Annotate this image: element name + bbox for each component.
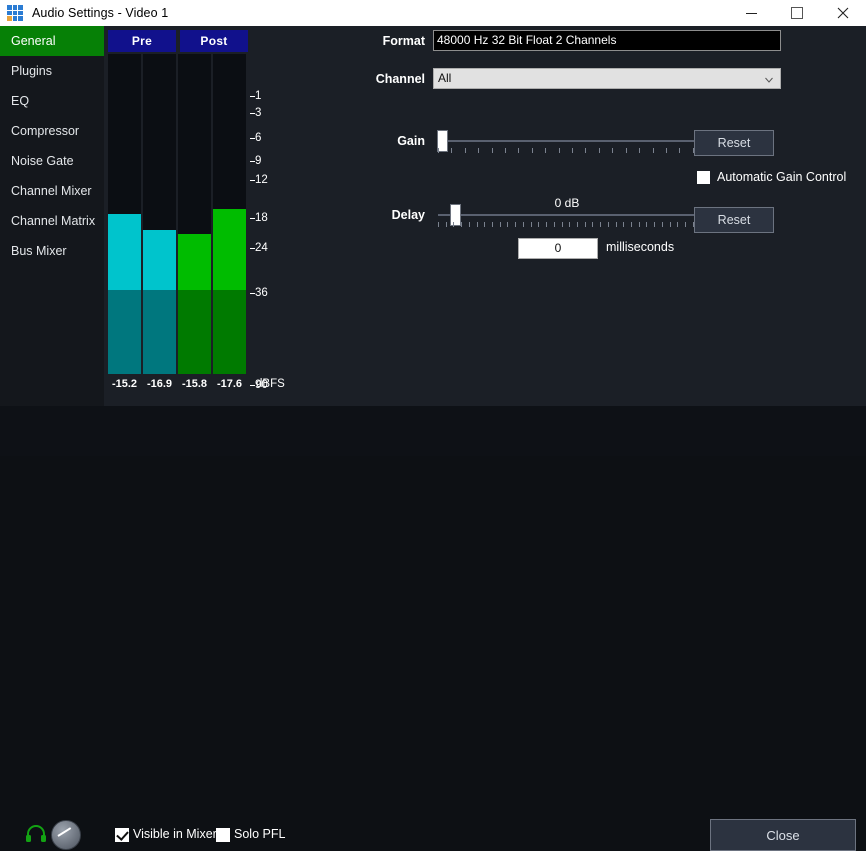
level-meter-panel: Pre Post 1 3 6 9 xyxy=(104,26,286,406)
sidebar-item-channel-matrix[interactable]: Channel Matrix xyxy=(0,206,104,236)
delay-reset-button[interactable]: Reset xyxy=(694,207,774,233)
meter-value-pre-right: -16.9 xyxy=(146,378,173,390)
sidebar-item-bus-mixer[interactable]: Bus Mixer xyxy=(0,236,104,266)
solo-pfl-checkbox[interactable] xyxy=(216,828,230,842)
meter-units-label: dBFS xyxy=(256,378,285,390)
delay-value-input[interactable]: 0 xyxy=(518,238,598,259)
sidebar-item-channel-mixer[interactable]: Channel Mixer xyxy=(0,176,104,206)
maximize-icon xyxy=(791,7,803,19)
close-button[interactable]: Close xyxy=(710,819,856,851)
bottom-bar: Visible in Mixer Solo PFL Close xyxy=(0,406,866,851)
meter-fill-dark xyxy=(143,290,176,374)
meter-lane-pre-left xyxy=(108,54,141,374)
meter-value-pre-left: -15.2 xyxy=(111,378,138,390)
gain-slider-thumb[interactable] xyxy=(437,130,448,152)
meter-value-post-right: -17.6 xyxy=(216,378,243,390)
channel-selected-value: All xyxy=(438,71,452,85)
meter-fill-dark xyxy=(213,290,246,374)
meter-fill-bright xyxy=(143,230,176,290)
close-icon xyxy=(837,7,849,19)
sidebar-item-label: Compressor xyxy=(11,124,80,138)
sidebar-item-general[interactable]: General xyxy=(0,26,104,56)
visible-in-mixer-checkbox[interactable] xyxy=(115,828,129,842)
gain-reset-label: Reset xyxy=(717,136,751,150)
general-settings-form: Format 48000 Hz 32 Bit Float 2 Channels … xyxy=(286,26,866,406)
chevron-down-icon xyxy=(765,77,773,83)
volume-knob[interactable] xyxy=(51,820,81,850)
sidebar-item-label: Noise Gate xyxy=(11,154,74,168)
sidebar-item-label: Bus Mixer xyxy=(11,244,67,258)
meter-fill-bright xyxy=(213,209,246,290)
meter-header-row: Pre Post xyxy=(108,30,248,52)
gain-label: Gain xyxy=(397,134,425,148)
sidebar-item-noise-gate[interactable]: Noise Gate xyxy=(0,146,104,176)
meter-lane-post-left xyxy=(178,54,211,374)
scale-tick-label: 90 xyxy=(255,379,268,391)
meter-fill-bright xyxy=(108,214,141,290)
scale-tick-label: 18 xyxy=(255,212,268,224)
sidebar-item-eq[interactable]: EQ xyxy=(0,86,104,116)
window-title: Audio Settings - Video 1 xyxy=(32,6,169,20)
automatic-gain-control-label: Automatic Gain Control xyxy=(717,170,847,184)
gain-slider-ticks xyxy=(438,148,694,153)
headphone-icon[interactable] xyxy=(25,825,47,843)
delay-reset-label: Reset xyxy=(717,213,751,227)
meter-fill-dark xyxy=(108,290,141,374)
scale-tick-label: 1 xyxy=(255,90,262,102)
meter-scale: 1 3 6 9 12 18 24 36 90 xyxy=(250,54,286,391)
meter-lanes xyxy=(108,54,250,374)
meter-value-post-left: -15.8 xyxy=(181,378,208,390)
format-label: Format xyxy=(382,34,425,48)
channel-label: Channel xyxy=(375,72,425,86)
sidebar-item-plugins[interactable]: Plugins xyxy=(0,56,104,86)
automatic-gain-control-checkbox[interactable] xyxy=(697,171,710,184)
delay-slider-ticks xyxy=(438,222,694,227)
gain-reset-button[interactable]: Reset xyxy=(694,130,774,156)
meter-lane-post-right xyxy=(213,54,246,374)
delay-unit-label: milliseconds xyxy=(606,240,675,254)
meter-fill-dark xyxy=(178,290,211,374)
meter-tab-pre[interactable]: Pre xyxy=(108,30,176,52)
sidebar-item-label: Channel Mixer xyxy=(11,184,92,198)
minimize-icon xyxy=(745,12,757,14)
close-button-label: Close xyxy=(766,827,800,843)
sidebar-item-compressor[interactable]: Compressor xyxy=(0,116,104,146)
visible-in-mixer-label: Visible in Mixer xyxy=(133,827,217,841)
delay-label: Delay xyxy=(391,208,425,222)
maximize-button[interactable] xyxy=(774,0,820,26)
meter-readout-row: -15.2 -16.9 -15.8 -17.6 dBFS xyxy=(108,378,285,390)
sidebar-item-label: Plugins xyxy=(11,64,52,78)
close-window-button[interactable] xyxy=(820,0,866,26)
scale-tick-label: 9 xyxy=(255,155,262,167)
scale-tick-label: 36 xyxy=(255,287,268,299)
scale-tick-label: 12 xyxy=(255,174,268,186)
delay-slider-thumb[interactable] xyxy=(450,204,461,226)
scale-tick-label: 24 xyxy=(255,242,268,254)
meter-tab-post[interactable]: Post xyxy=(180,30,248,52)
settings-sidebar: General Plugins EQ Compressor Noise Gate… xyxy=(0,26,104,406)
solo-pfl-label: Solo PFL xyxy=(234,827,286,841)
scale-tick-label: 3 xyxy=(255,107,262,119)
app-logo-icon xyxy=(7,5,23,21)
gain-value-text: 0 dB xyxy=(554,196,580,210)
meter-tab-label: Post xyxy=(200,34,228,48)
sidebar-item-label: Channel Matrix xyxy=(11,214,96,228)
format-value-field: 48000 Hz 32 Bit Float 2 Channels xyxy=(433,30,781,51)
delay-slider-track[interactable] xyxy=(438,214,695,216)
minimize-button[interactable] xyxy=(728,0,774,26)
sidebar-item-label: General xyxy=(11,34,56,48)
gain-slider-track[interactable] xyxy=(438,140,695,142)
sidebar-item-label: EQ xyxy=(11,94,30,108)
meter-tab-label: Pre xyxy=(131,34,153,48)
scale-tick-label: 6 xyxy=(255,132,262,144)
channel-select[interactable]: All xyxy=(433,68,781,89)
meter-lane-pre-right xyxy=(143,54,176,374)
title-bar: Audio Settings - Video 1 xyxy=(0,0,866,26)
meter-fill-bright xyxy=(178,234,211,290)
audio-settings-window: Audio Settings - Video 1 General Plugins… xyxy=(0,0,866,456)
